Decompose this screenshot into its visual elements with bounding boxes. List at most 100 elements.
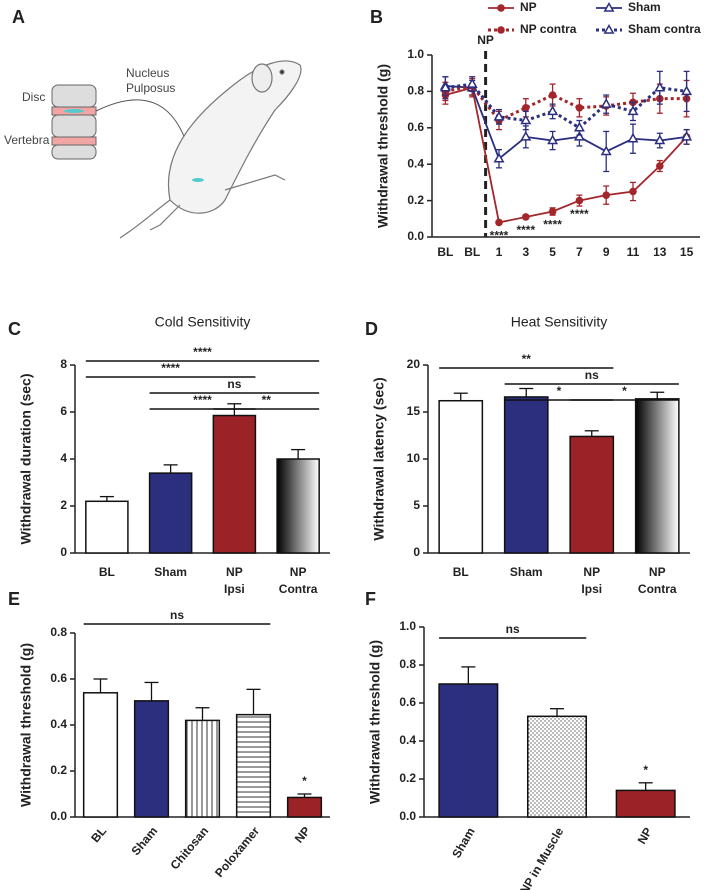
comparison-label: ns	[170, 608, 184, 622]
series-line	[445, 86, 688, 224]
y-tick-label: 0.8	[407, 84, 424, 98]
legend-marker	[603, 1, 615, 12]
x-tick-label: Poloxamer	[212, 824, 262, 880]
legend-marker	[497, 26, 505, 34]
marker	[548, 91, 557, 99]
bar	[503, 396, 549, 554]
marker	[548, 207, 557, 216]
x-tick-label: 3	[522, 245, 529, 259]
marker	[493, 152, 505, 163]
marker	[681, 130, 693, 141]
marker	[493, 110, 505, 121]
x-tick-label: BL	[99, 565, 115, 579]
legend-label: NP contra	[520, 22, 577, 36]
marker	[573, 130, 585, 141]
panel-letter: B	[370, 7, 383, 27]
x-tick-label: Sham	[510, 565, 543, 579]
bar	[526, 715, 588, 818]
vertebra-stack	[51, 84, 196, 181]
panel-letter: E	[8, 589, 20, 609]
marker	[495, 218, 503, 227]
bar	[235, 713, 272, 818]
y-tick-label: 8	[60, 357, 67, 371]
chart: D Heat Sensitivity Withdrawal latency (sec…	[365, 314, 690, 596]
x-tick-label: NP	[290, 565, 307, 579]
comparison-label: **	[522, 352, 532, 366]
comparison-label: *	[557, 384, 562, 398]
y-tick-label: 1.0	[407, 47, 424, 61]
y-tick-label: 15	[407, 404, 421, 418]
comparison-label: ns	[585, 368, 599, 382]
marker	[681, 85, 693, 96]
y-tick-label: 0.0	[50, 809, 67, 823]
legend-label: NP	[520, 0, 537, 14]
x-tick-label: Contra	[279, 582, 318, 596]
illustration: A Disc Vertebra Nucleus Pulposus	[4, 7, 302, 239]
panel-letter: D	[365, 319, 378, 339]
legend-marker	[497, 4, 505, 12]
comparison-label: ns	[227, 377, 241, 391]
x-tick-label: Ipsi	[581, 582, 602, 596]
marker	[573, 121, 585, 132]
y-tick-label: 20	[407, 357, 421, 371]
point-label: ****	[490, 229, 509, 243]
y-tick-label: 0.2	[407, 193, 424, 207]
series-line	[445, 82, 687, 130]
y-tick-label: 4	[60, 451, 67, 465]
bar	[85, 500, 129, 554]
y-tick-label: 6	[60, 404, 67, 418]
vertebra-label: Vertebra	[4, 133, 50, 147]
bar	[82, 692, 119, 818]
marker	[520, 114, 532, 125]
y-tick-label: 0.2	[50, 763, 67, 777]
x-tick-label: Ipsi	[224, 582, 245, 596]
marker	[600, 145, 612, 156]
bar	[634, 398, 680, 554]
marker	[629, 187, 637, 196]
y-tick-label: 0.4	[399, 733, 416, 747]
x-tick-label: NP in Muscle	[517, 825, 567, 890]
y-tick-label: 2	[60, 498, 67, 512]
divider-label: NP	[477, 33, 494, 47]
marker	[522, 213, 530, 221]
chart: F Withdrawal threshold (g) 0.0 0.2 0.4 0.6 0.8…	[365, 589, 690, 890]
comparison-label: *	[622, 384, 627, 398]
y-tick-label: 0.6	[399, 695, 416, 709]
nucleus-label: Nucleus	[126, 66, 169, 80]
bar	[569, 435, 615, 554]
marker	[627, 105, 639, 116]
comparison-label: ****	[193, 345, 212, 359]
panel-letter: A	[12, 7, 25, 27]
point-label: ****	[570, 207, 589, 221]
bar	[212, 414, 257, 554]
y-axis-label: Withdrawal duration (sec)	[18, 373, 34, 544]
marker	[575, 103, 584, 112]
x-tick-label: NP	[226, 565, 243, 579]
panel-letter: F	[365, 589, 376, 609]
x-tick-label: 5	[549, 245, 556, 259]
marker	[627, 132, 639, 143]
x-tick-label: 13	[653, 245, 667, 259]
x-tick-label: NP	[292, 824, 313, 846]
x-tick-label: NP	[649, 565, 666, 579]
marker	[439, 81, 451, 92]
x-tick-label: BL	[88, 824, 109, 845]
marker	[466, 78, 478, 88]
y-axis-label: Withdrawal threshold (g)	[375, 64, 391, 228]
y-axis-label: Withdrawal threshold (g)	[18, 643, 34, 807]
bar	[286, 796, 323, 818]
marker	[575, 196, 584, 205]
y-tick-label: 0.0	[399, 809, 416, 823]
marker	[654, 81, 666, 92]
marker	[654, 134, 666, 145]
chart: C Cold Sensitivity Withdrawal duration (se…	[8, 314, 330, 596]
y-tick-label: 0.8	[50, 625, 67, 639]
x-tick-label: Chitosan	[168, 824, 212, 872]
comparison-label: **	[262, 393, 272, 407]
series-line	[445, 85, 687, 161]
point-label: *	[302, 774, 307, 788]
x-tick-label: NP	[583, 565, 600, 579]
marker	[547, 134, 559, 145]
